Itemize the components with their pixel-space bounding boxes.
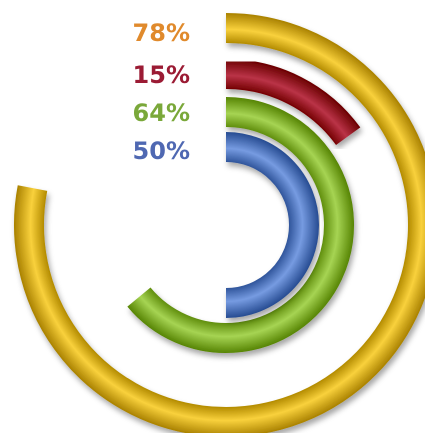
ring-label-3: 64% (133, 99, 190, 127)
ring-label-1: 78% (133, 19, 190, 47)
ring-arc-3 (127, 97, 354, 353)
chart-rings (14, 13, 425, 433)
ring-arc-4 (225, 132, 319, 318)
ring-label-4: 50% (133, 137, 190, 165)
chart-labels: 78% 15% 64% 50% (133, 19, 190, 165)
ring-label-2: 15% (133, 61, 190, 89)
ring-arc-2 (225, 59, 361, 146)
ring-arc-1 (14, 13, 425, 433)
